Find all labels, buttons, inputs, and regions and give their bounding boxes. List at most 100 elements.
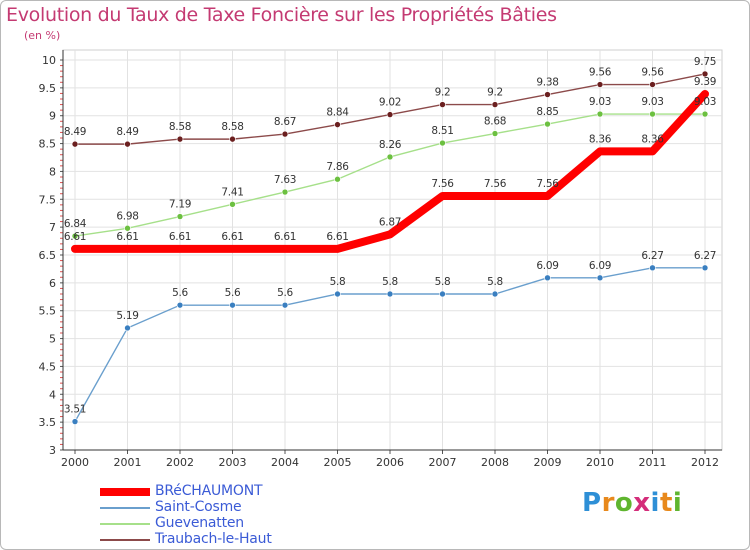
y-tick-label: 8 xyxy=(49,165,56,178)
data-point-guevenatten xyxy=(124,224,131,232)
data-label-guevenatten: 7.19 xyxy=(169,199,191,211)
legend-label-brechaumont: BRéCHAUMONT xyxy=(155,483,263,499)
y-tick-label: 9.5 xyxy=(39,82,57,95)
data-label-saint-cosme: 3.51 xyxy=(64,404,86,416)
x-tick-label: 2001 xyxy=(114,456,142,469)
data-label-traubach-le-haut: 8.58 xyxy=(221,121,243,133)
data-label-br-chaumont: 6.61 xyxy=(274,231,296,243)
data-label-traubach-le-haut: 9.75 xyxy=(694,56,716,68)
data-label-traubach-le-haut: 9.2 xyxy=(435,87,451,99)
data-point-traubach-le-haut xyxy=(491,101,499,108)
data-label-br-chaumont: 7.56 xyxy=(484,178,507,190)
logo-letter: i xyxy=(650,488,660,518)
data-point-guevenatten xyxy=(229,201,236,208)
data-label-guevenatten: 9.03 xyxy=(589,96,611,108)
data-point-saint-cosme xyxy=(596,274,604,282)
data-point-guevenatten xyxy=(596,110,604,118)
logo-letter: o xyxy=(614,488,634,518)
y-tick-label: 3 xyxy=(49,444,56,457)
data-point-saint-cosme xyxy=(544,274,551,282)
data-label-guevenatten: 9.03 xyxy=(694,96,716,108)
logo-letter: t xyxy=(659,488,673,518)
x-tick-label: 2011 xyxy=(639,456,667,469)
data-label-guevenatten: 6.98 xyxy=(116,210,138,222)
data-point-traubach-le-haut xyxy=(701,70,709,78)
data-label-guevenatten: 8.68 xyxy=(484,116,506,128)
x-tick-label: 2002 xyxy=(166,456,194,469)
logo-letter: x xyxy=(633,488,651,518)
data-point-traubach-le-haut xyxy=(334,121,341,128)
data-point-guevenatten xyxy=(491,130,499,137)
data-label-br-chaumont: 6.61 xyxy=(169,231,191,243)
legend-label-traubach-le-haut: Traubach-le-Haut xyxy=(155,531,272,547)
series-line-br-chaumont xyxy=(71,89,709,253)
data-point-saint-cosme xyxy=(334,290,341,298)
data-label-guevenatten: 7.86 xyxy=(326,161,349,173)
x-tick-label: 2007 xyxy=(429,456,457,469)
data-point-saint-cosme xyxy=(386,290,394,298)
y-tick-label: 3.5 xyxy=(39,416,57,429)
legend-swatch-guevenatten xyxy=(100,516,150,532)
y-tick-label: 9 xyxy=(49,110,56,123)
data-point-traubach-le-haut xyxy=(71,140,79,148)
data-label-br-chaumont: 8.36 xyxy=(641,133,664,145)
data-label-traubach-le-haut: 9.38 xyxy=(536,77,558,89)
data-label-traubach-le-haut: 9.02 xyxy=(379,97,401,109)
legend-swatch-traubach-le-haut xyxy=(100,532,150,548)
data-label-br-chaumont: 9.39 xyxy=(694,76,716,88)
x-tick-label: 2003 xyxy=(219,456,247,469)
data-label-br-chaumont: 6.87 xyxy=(379,216,401,228)
data-point-guevenatten xyxy=(386,153,394,161)
data-label-guevenatten: 7.63 xyxy=(274,174,296,186)
data-label-guevenatten: 9.03 xyxy=(641,96,663,108)
x-tick-label: 2010 xyxy=(586,456,614,469)
y-tick-label: 5.5 xyxy=(39,305,57,318)
data-point-saint-cosme xyxy=(281,301,289,309)
x-tick-label: 2009 xyxy=(534,456,562,469)
data-point-guevenatten xyxy=(281,188,289,196)
data-label-traubach-le-haut: 8.49 xyxy=(116,126,138,138)
y-axis-unit: (en %) xyxy=(24,29,61,42)
data-label-traubach-le-haut: 8.49 xyxy=(64,126,86,138)
x-tick-label: 2000 xyxy=(61,456,89,469)
data-label-br-chaumont: 8.36 xyxy=(589,133,612,145)
logo-letter: i xyxy=(672,488,683,518)
data-point-traubach-le-haut xyxy=(176,135,184,143)
y-tick-label: 4.5 xyxy=(39,360,57,373)
data-point-traubach-le-haut xyxy=(229,135,236,143)
data-point-traubach-le-haut xyxy=(124,140,131,148)
data-point-saint-cosme xyxy=(124,324,131,332)
data-point-saint-cosme xyxy=(491,290,499,298)
data-point-guevenatten xyxy=(544,120,551,128)
data-point-traubach-le-haut xyxy=(649,81,656,88)
data-label-br-chaumont: 6.61 xyxy=(221,231,243,243)
y-tick-label: 7 xyxy=(49,221,56,234)
chart-title: Evolution du Taux de Taxe Foncière sur l… xyxy=(6,4,557,26)
data-point-saint-cosme xyxy=(649,264,656,272)
data-label-saint-cosme: 6.27 xyxy=(694,250,716,262)
x-tick-label: 2004 xyxy=(271,456,299,469)
data-point-guevenatten xyxy=(701,110,709,118)
logo-letter: r xyxy=(601,488,615,518)
data-label-traubach-le-haut: 9.2 xyxy=(487,87,503,99)
data-label-br-chaumont: 6.61 xyxy=(326,231,348,243)
data-label-saint-cosme: 5.8 xyxy=(382,276,398,288)
y-tick-label: 6.5 xyxy=(39,249,57,262)
data-label-saint-cosme: 6.27 xyxy=(641,250,663,262)
data-point-guevenatten xyxy=(71,232,79,240)
data-label-saint-cosme: 5.8 xyxy=(435,276,451,288)
data-point-guevenatten xyxy=(439,139,446,147)
data-label-br-chaumont: 6.61 xyxy=(116,231,138,243)
x-tick-label: 2006 xyxy=(376,456,404,469)
data-point-guevenatten xyxy=(649,110,656,118)
data-label-br-chaumont: 7.56 xyxy=(536,178,559,190)
legend-label-guevenatten: Guevenatten xyxy=(155,515,244,531)
data-label-saint-cosme: 5.6 xyxy=(225,287,241,299)
data-point-saint-cosme xyxy=(701,264,709,272)
data-label-traubach-le-haut: 8.58 xyxy=(169,121,191,133)
y-tick-label: 6 xyxy=(49,277,56,290)
y-tick-label: 10 xyxy=(42,54,56,67)
data-point-saint-cosme xyxy=(439,290,446,298)
y-tick-label: 7.5 xyxy=(39,193,57,206)
data-point-saint-cosme xyxy=(229,301,236,309)
